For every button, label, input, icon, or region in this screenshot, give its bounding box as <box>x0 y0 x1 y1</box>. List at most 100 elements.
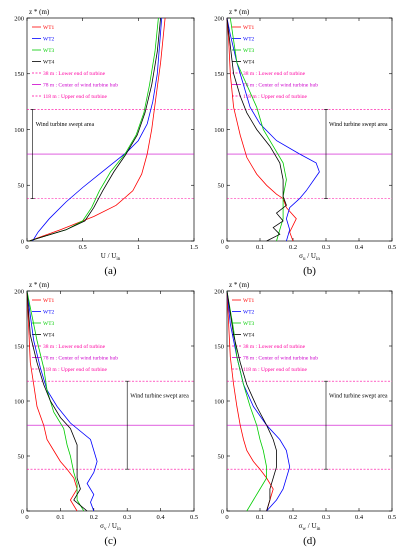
legend-entry: 38 m : Lower end of turbine <box>43 343 106 350</box>
legend-entry: 38 m : Lower end of turbine <box>43 70 106 77</box>
y-tick-label: 150 <box>214 343 224 350</box>
legend-entry: WT3 <box>43 48 55 54</box>
series-line-wt3 <box>229 17 287 242</box>
series-line-wt4 <box>26 290 88 512</box>
y-axis-label: z * (m) <box>29 8 50 16</box>
x-axis-label: σw / Uin <box>299 522 321 532</box>
swept-area-label: Wind turbine swept area <box>130 394 189 400</box>
legend-entry: WT4 <box>43 60 55 66</box>
swept-area-label: Wind turbine swept area <box>329 122 388 128</box>
y-tick-label: 100 <box>14 398 24 405</box>
series-line-wt4 <box>226 290 277 512</box>
y-tick-label: 50 <box>18 453 25 460</box>
panel-label: (a) <box>104 265 117 277</box>
legend-entry: WT2 <box>43 37 55 43</box>
legend-entry: 118 m : Upper end of turbine <box>243 93 308 100</box>
legend-entry: 38 m : Lower end of turbine <box>243 70 306 77</box>
y-tick-label: 100 <box>214 398 224 405</box>
x-tick-label: 0.5 <box>388 244 396 251</box>
x-tick-label: 0 <box>225 244 228 251</box>
x-tick-label: 1.5 <box>190 244 198 251</box>
y-tick-label: 200 <box>14 288 24 295</box>
x-axis-label: U / Uin <box>101 252 121 262</box>
x-tick-label: 0.3 <box>322 514 330 521</box>
y-tick-label: 0 <box>21 508 24 515</box>
legend-entry: 78 m : Center of wind turbine hub <box>243 82 318 89</box>
y-tick-label: 200 <box>14 15 24 22</box>
y-tick-label: 50 <box>218 183 225 190</box>
legend-entry: WT3 <box>243 321 255 327</box>
legend-entry: WT1 <box>43 25 55 31</box>
legend-entry: WT2 <box>43 310 55 316</box>
legend-entry: WT2 <box>243 37 255 43</box>
x-tick-label: 0.3 <box>123 514 131 521</box>
series-line-wt2 <box>226 17 320 242</box>
legend-entry: 118 m : Upper end of turbine <box>43 366 108 373</box>
y-tick-label: 200 <box>214 288 224 295</box>
legend-entry: 118 m : Upper end of turbine <box>43 93 108 100</box>
x-axis-label: σv / Uin <box>100 522 121 532</box>
y-tick-label: 100 <box>214 127 224 134</box>
legend-entry: WT3 <box>43 321 55 327</box>
y-axis-label: z * (m) <box>229 281 250 289</box>
y-tick-label: 200 <box>214 15 224 22</box>
y-tick-label: 100 <box>14 127 24 134</box>
x-tick-label: 0.3 <box>322 244 330 251</box>
panel-label: (d) <box>303 535 316 547</box>
y-axis-label: z * (m) <box>29 281 50 289</box>
legend-entry: WT1 <box>243 25 255 31</box>
x-tick-label: 0.4 <box>157 514 166 521</box>
x-tick-label: 0.2 <box>90 514 98 521</box>
chart-panel-2: 0 50 100 150 200 0 0.1 0.2 0.3 0.4 0.5 z * (m) σu / … <box>214 8 396 277</box>
series-line-wt1 <box>226 17 297 242</box>
x-tick-label: 0.2 <box>289 514 297 521</box>
y-axis-label: z * (m) <box>229 8 250 16</box>
x-tick-label: 0.5 <box>190 514 198 521</box>
series-line-wt4 <box>226 17 287 242</box>
legend-entry: WT3 <box>243 48 255 54</box>
y-tick-label: 150 <box>14 71 24 78</box>
x-tick-label: 0 <box>25 244 28 251</box>
chart-panel-4: 0 50 100 150 200 0 0.1 0.2 0.3 0.4 0.5 z * (m) σw / … <box>214 281 396 547</box>
panel-label: (b) <box>303 265 316 277</box>
x-tick-label: 0.5 <box>388 514 396 521</box>
x-axis-label: σu / Uin <box>299 252 320 262</box>
legend-entry: WT4 <box>243 60 255 66</box>
legend-entry: 78 m : Center of wind turbine hub <box>43 82 118 89</box>
legend-entry: WT4 <box>243 333 255 339</box>
legend-entry: WT4 <box>43 333 55 339</box>
legend-entry: 118 m : Upper end of turbine <box>243 366 308 373</box>
series-line-wt2 <box>32 17 163 242</box>
y-tick-label: 0 <box>21 238 24 245</box>
legend-entry: 78 m : Center of wind turbine hub <box>43 355 118 362</box>
legend-entry: 38 m : Lower end of turbine <box>243 343 306 350</box>
chart-panel-1: 0 50 100 150 200 0 0.5 1 1.5 z * (m) U / Uin Wind t… <box>14 8 198 277</box>
y-tick-label: 50 <box>218 453 225 460</box>
y-tick-label: 150 <box>14 343 24 350</box>
series-line-wt3 <box>226 290 267 512</box>
series-line-wt4 <box>29 17 161 242</box>
panel-label: (c) <box>104 535 117 547</box>
chart-panel-3: 0 50 100 150 200 0 0.1 0.2 0.3 0.4 0.5 z * (m) σv / … <box>14 281 198 547</box>
legend-entry: WT1 <box>243 298 255 304</box>
series-line-wt1 <box>226 290 274 512</box>
swept-area-label: Wind turbine swept area <box>329 394 388 400</box>
series-line-wt3 <box>26 290 85 512</box>
legend-entry: WT1 <box>43 298 55 304</box>
y-tick-label: 0 <box>221 508 224 515</box>
legend-entry: 78 m : Center of wind turbine hub <box>243 355 318 362</box>
y-tick-label: 0 <box>221 238 224 245</box>
x-tick-label: 0.5 <box>79 244 87 251</box>
series-line-wt2 <box>26 290 98 512</box>
x-tick-label: 0.1 <box>256 244 264 251</box>
legend-entry: WT2 <box>243 310 255 316</box>
x-tick-label: 0 <box>25 514 28 521</box>
y-tick-label: 50 <box>18 183 25 190</box>
x-tick-label: 0 <box>225 514 228 521</box>
swept-area-label: Wind turbine swept area <box>36 122 95 128</box>
y-tick-label: 150 <box>214 71 224 78</box>
x-tick-label: 0.4 <box>355 514 364 521</box>
series-line-wt1 <box>29 17 166 242</box>
x-tick-label: 1 <box>137 244 140 251</box>
